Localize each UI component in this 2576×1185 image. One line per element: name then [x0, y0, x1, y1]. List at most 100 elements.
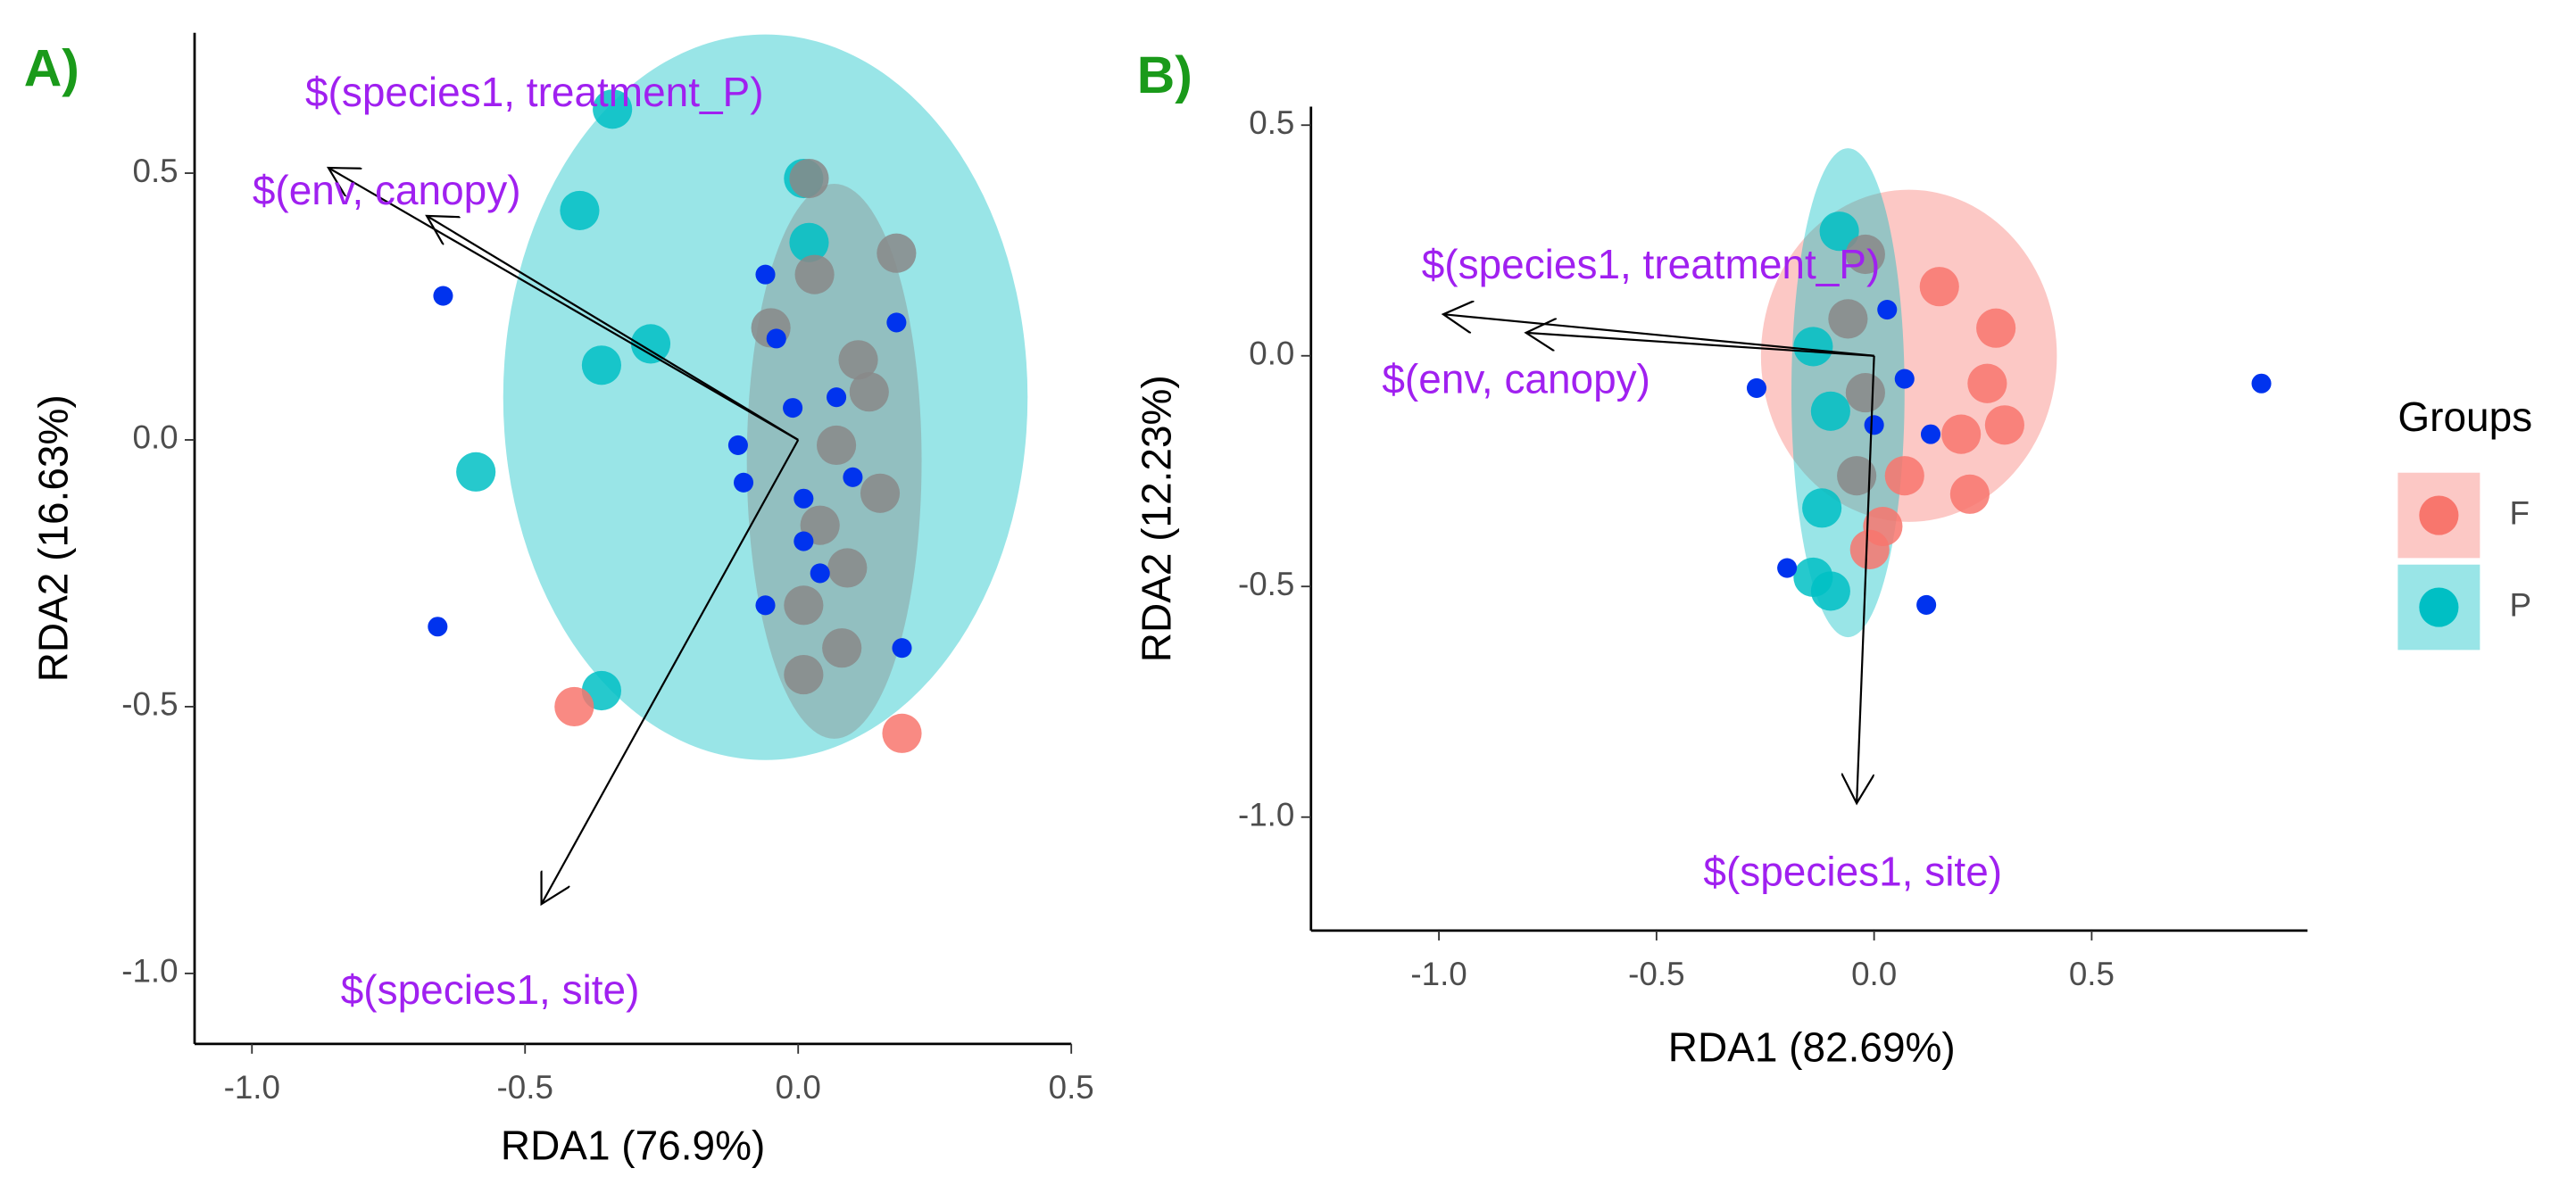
y-axis-title: RDA2 (12.23%)	[1134, 375, 1180, 662]
point	[822, 628, 862, 668]
point	[816, 425, 857, 466]
point	[886, 312, 907, 333]
point	[560, 190, 600, 230]
x-axis-title: RDA1 (82.69%)	[1668, 1023, 1956, 1070]
point	[794, 254, 835, 294]
biplot-arrow	[1443, 314, 1874, 357]
point	[1849, 529, 1890, 569]
point	[827, 548, 868, 588]
point	[882, 713, 922, 753]
panel-label: B)	[1137, 46, 1192, 104]
point	[784, 654, 824, 695]
group-ellipse	[1760, 189, 2057, 522]
point	[755, 595, 776, 616]
point	[428, 617, 448, 637]
point	[1877, 299, 1898, 320]
point	[1967, 363, 2007, 403]
y-tick-label: 0.5	[133, 153, 179, 189]
point	[755, 264, 776, 285]
legend-swatch	[2419, 495, 2459, 535]
point	[766, 328, 786, 349]
legend-label: P	[2509, 586, 2531, 623]
point	[1819, 211, 1859, 252]
x-tick-label: -1.0	[1410, 956, 1467, 992]
point	[892, 638, 912, 659]
arrow-label: $(species1, site)	[1703, 849, 2002, 895]
legend-swatch	[2419, 587, 2459, 627]
point	[1777, 558, 1798, 578]
x-tick-label: 0.0	[1851, 956, 1897, 992]
point	[554, 686, 594, 727]
biplot-arrow	[542, 439, 800, 904]
x-tick-label: 0.0	[776, 1069, 821, 1106]
x-tick-label: -0.5	[1628, 956, 1684, 992]
point	[593, 89, 633, 129]
y-axis-title: RDA2 (16.63%)	[30, 394, 77, 682]
point	[1920, 424, 1941, 444]
point	[733, 472, 754, 493]
point	[794, 531, 814, 551]
point	[1845, 373, 1885, 413]
point	[794, 488, 814, 509]
point	[727, 435, 748, 456]
point	[1793, 327, 1833, 367]
x-tick-label: 0.5	[1049, 1069, 1094, 1106]
point	[581, 345, 621, 385]
arrow-label: $(species1, site)	[341, 966, 640, 1013]
point	[783, 398, 803, 418]
point	[1828, 299, 1868, 339]
y-tick-label: 0.0	[133, 419, 179, 456]
x-axis-title: RDA1 (76.9%)	[501, 1123, 765, 1169]
group-ellipse	[503, 34, 1028, 760]
point	[789, 222, 829, 262]
point	[1845, 234, 1885, 275]
point	[456, 452, 496, 492]
point	[1810, 391, 1850, 431]
x-tick-label: 0.5	[2069, 956, 2115, 992]
point	[630, 324, 671, 364]
arrow-label: $(env, canopy)	[253, 167, 521, 213]
x-tick-label: -0.5	[497, 1069, 553, 1106]
point	[877, 233, 917, 273]
point	[1941, 414, 1982, 454]
point	[1837, 456, 1877, 496]
x-tick-label: -1.0	[224, 1069, 280, 1106]
arrow-label: $(species1, treatment_P)	[305, 69, 764, 115]
y-tick-label: -0.5	[1238, 566, 1294, 602]
point	[2251, 373, 2272, 394]
point	[1949, 474, 1990, 514]
point	[1984, 405, 2024, 445]
point	[810, 563, 830, 584]
biplot-arrow	[328, 168, 799, 441]
y-tick-label: -1.0	[121, 953, 178, 990]
point	[860, 473, 901, 513]
point	[433, 286, 453, 306]
point	[849, 372, 889, 412]
biplot-arrow	[1857, 355, 1875, 803]
y-tick-label: 0.0	[1249, 335, 1294, 371]
point	[1793, 557, 1833, 597]
point	[1919, 267, 1959, 307]
point	[1802, 488, 1842, 528]
biplot-arrow	[1526, 333, 1874, 357]
point	[1976, 308, 2016, 348]
y-tick-label: -1.0	[1238, 796, 1294, 833]
arrow-label: $(env, canopy)	[1382, 356, 1650, 402]
panel-label: A)	[24, 39, 79, 97]
point	[843, 467, 863, 487]
point	[1894, 369, 1915, 389]
point	[1884, 456, 1924, 496]
legend-title: Groups	[2397, 394, 2532, 440]
y-tick-label: 0.5	[1249, 104, 1294, 141]
legend-label: F	[2509, 494, 2529, 531]
biplot-arrow	[427, 216, 799, 441]
point	[838, 340, 878, 380]
point	[827, 387, 847, 408]
point	[1746, 377, 1767, 398]
point	[1916, 594, 1937, 615]
arrow-label: $(species1, treatment_P)	[1422, 241, 1881, 287]
point	[789, 158, 829, 199]
point	[1864, 415, 1884, 435]
